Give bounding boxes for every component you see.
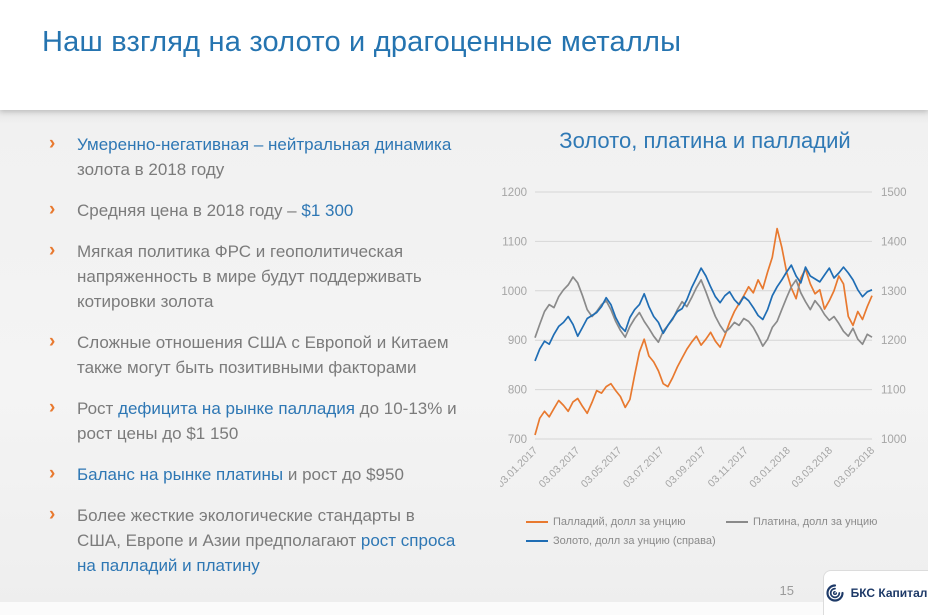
bcs-globe-icon: [826, 584, 844, 602]
x-axis-tick-label: 03.09.2017: [663, 445, 709, 491]
x-axis-tick-label: 03.01.2017: [500, 445, 540, 491]
x-axis-tick-label: 03.07.2017: [621, 445, 667, 491]
bullet-text-segment: рост спроса на палладий и платину: [77, 531, 456, 575]
slide-body: › Умеренно-негативная – нейтральная динам…: [0, 110, 928, 615]
legend-label: Платина, долл за унцию: [753, 516, 878, 528]
bullet-chevron-icon: ›: [49, 397, 56, 418]
x-axis-tick-label: 03.11.2017: [706, 445, 751, 490]
bullet-text-segment: дефицита на рынке палладия: [118, 399, 355, 418]
legend-swatch: [526, 521, 548, 523]
bullet-text-segment: Более жесткие экологические стандарты в …: [77, 506, 415, 550]
bullet-text-segment: Мягкая политика ФРС и геополитическая на…: [77, 242, 422, 311]
bullet-chevron-icon: ›: [49, 240, 56, 261]
x-axis-tick-label: 03.03.2018: [789, 445, 835, 491]
bullet-text-segment: $1 300: [301, 201, 354, 220]
bullet-text-segment: Баланс на рынке платины: [77, 465, 284, 484]
left-axis-tick-label: 1100: [502, 236, 527, 248]
legend-item: Платина, долл за унцию: [726, 516, 910, 528]
bullet-chevron-icon: ›: [49, 463, 56, 484]
bullet-item: › Мягкая политика ФРС и геополитическая н…: [48, 239, 462, 314]
bullet-chevron-icon: ›: [49, 199, 56, 220]
bullet-text-segment: Средняя цена в 2018 году –: [77, 201, 302, 220]
x-axis-tick-label: 03.05.2017: [579, 445, 625, 491]
series-line: [534, 264, 873, 362]
legend-label: Палладий, долл за унцию: [553, 516, 686, 528]
left-axis-tick-label: 1000: [501, 286, 527, 298]
x-axis-tick-label: 03.03.2017: [537, 445, 583, 491]
left-axis-tick-label: 1200: [501, 187, 527, 199]
chart-title: Золото, платина и палладий: [559, 128, 851, 153]
x-axis-tick-label: 03.01.2018: [747, 445, 793, 491]
legend-item: Золото, долл за унцию (справа): [526, 535, 726, 547]
bullet-chevron-icon: ›: [49, 504, 56, 525]
bullet-chevron-icon: ›: [49, 331, 56, 352]
logo: БКС Капитал: [823, 570, 928, 615]
right-axis-tick-label: 1200: [881, 335, 907, 347]
legend-swatch: [726, 521, 748, 523]
series-line: [534, 227, 873, 436]
bullet-item: › Умеренно-негативная – нейтральная динам…: [48, 132, 462, 182]
legend-item: Палладий, долл за унцию: [526, 516, 726, 528]
left-axis-tick-label: 700: [508, 434, 527, 446]
legend-swatch: [526, 540, 548, 542]
bullet-item: › Средняя цена в 2018 году – $1 300: [48, 198, 462, 223]
bullet-item: › Более жесткие экологические стандарты в…: [48, 503, 462, 578]
right-axis-tick-label: 1400: [881, 236, 907, 248]
footer-strip: [0, 602, 928, 615]
bullet-text-segment: Сложные отношения США с Европой и Китаем…: [77, 333, 449, 377]
series-line: [534, 276, 873, 347]
logo-text: БКС Капитал: [850, 586, 928, 600]
bullet-text-segment: Умеренно-негативная – нейтральная динами…: [77, 135, 452, 154]
page-number: 15: [779, 583, 794, 598]
x-axis-tick-label: 03.05.2018: [831, 445, 877, 491]
bullet-text-segment: золота в 2018 году: [77, 160, 225, 179]
bullet-text-segment: и рост до $950: [283, 465, 404, 484]
right-axis-tick-label: 1000: [881, 434, 907, 446]
slide-title: Наш взгляд на золото и драгоценные метал…: [42, 26, 682, 58]
bullet-list: › Умеренно-негативная – нейтральная динам…: [48, 132, 462, 594]
bullet-text-segment: Рост: [77, 399, 119, 418]
bullet-text-segment: до 10-13% и рост цены до $1 150: [77, 399, 457, 443]
line-chart: 700 1000 800 1100 900 1200 1000 1300 1100 1400 120…: [500, 187, 907, 491]
bullet-item: › Сложные отношения США с Европой и Китае…: [48, 330, 462, 380]
slide-header: Наш взгляд на золото и драгоценные метал…: [0, 0, 928, 110]
legend-label: Золото, долл за унцию (справа): [553, 535, 716, 547]
chart-panel: Золото, платина и палладий 700 1000 800 110…: [500, 128, 910, 598]
bullet-item: › Баланс на рынке платины и рост до $950: [48, 462, 462, 487]
left-axis-tick-label: 800: [508, 385, 527, 397]
right-axis-tick-label: 1500: [881, 187, 907, 199]
left-axis-tick-label: 900: [508, 335, 527, 347]
bullet-chevron-icon: ›: [49, 133, 56, 154]
right-axis-tick-label: 1100: [881, 385, 906, 397]
bullet-item: › Рост дефицита на рынке палладия до 10-1…: [48, 396, 462, 446]
chart-legend: Палладий, долл за унцию Платина, долл за …: [526, 516, 910, 547]
right-axis-tick-label: 1300: [881, 286, 907, 298]
